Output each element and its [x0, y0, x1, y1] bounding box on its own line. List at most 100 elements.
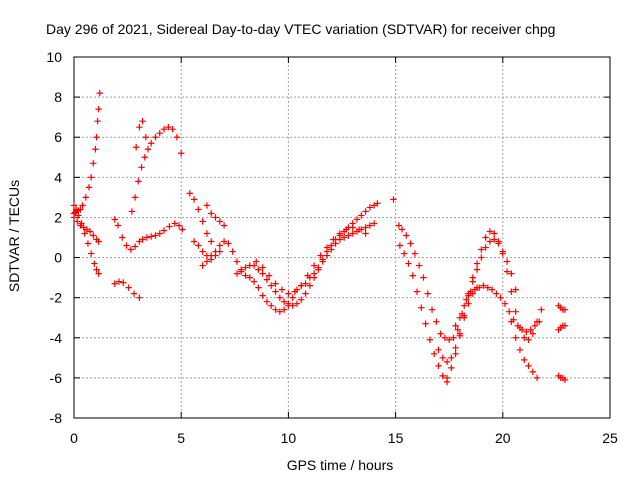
data-point	[497, 294, 504, 301]
data-point	[136, 294, 143, 301]
data-point	[203, 230, 211, 237]
data-point	[216, 242, 223, 249]
series-5	[111, 278, 143, 301]
y-tick-label: 6	[54, 129, 62, 145]
data-point	[82, 194, 89, 201]
data-point	[390, 196, 397, 203]
data-point	[443, 374, 451, 382]
data-point	[523, 328, 530, 335]
series-8	[186, 190, 215, 245]
data-point	[531, 322, 539, 329]
data-point	[242, 264, 249, 271]
data-point	[265, 272, 273, 279]
data-point	[95, 105, 102, 113]
plot-layer	[70, 89, 569, 386]
data-point	[250, 262, 258, 269]
series-17	[452, 236, 519, 329]
data-point	[358, 212, 365, 219]
data-point	[96, 89, 103, 97]
data-point	[115, 278, 123, 285]
data-point	[332, 240, 339, 247]
data-point	[250, 278, 258, 285]
data-point	[478, 254, 485, 261]
data-point	[298, 282, 305, 289]
series-11	[233, 220, 378, 309]
data-point	[465, 290, 472, 297]
data-point	[538, 306, 545, 313]
data-point	[527, 326, 534, 333]
data-point	[111, 280, 118, 287]
data-point	[437, 330, 444, 337]
data-point	[415, 262, 423, 269]
x-tick-label: 10	[281, 430, 297, 446]
data-point	[136, 238, 143, 245]
series-20	[555, 322, 569, 333]
series-13	[390, 196, 543, 343]
data-point	[418, 304, 425, 311]
data-point	[516, 324, 524, 331]
data-point	[130, 290, 138, 297]
data-point	[125, 284, 132, 291]
y-tick-label: -8	[50, 410, 63, 426]
data-point	[503, 258, 511, 265]
series-3	[70, 214, 102, 245]
data-point	[488, 286, 496, 293]
series-6	[128, 123, 185, 215]
series-22	[199, 248, 223, 269]
data-point	[420, 274, 427, 281]
data-point	[319, 258, 326, 265]
data-point	[147, 233, 155, 240]
data-point	[259, 270, 266, 277]
series-2	[70, 202, 102, 277]
data-point	[111, 216, 118, 223]
data-point	[400, 250, 408, 257]
x-tick-label: 5	[177, 430, 185, 446]
data-point	[473, 266, 481, 273]
data-point	[128, 208, 136, 215]
y-tick-label: 4	[54, 169, 62, 185]
data-point	[310, 262, 318, 269]
data-point	[280, 306, 288, 313]
x-axis-title: GPS time / hours	[287, 457, 394, 473]
data-point	[179, 226, 186, 233]
data-point	[448, 354, 455, 362]
data-point	[340, 234, 348, 241]
data-point	[525, 362, 532, 370]
data-point	[136, 123, 143, 131]
data-point	[448, 364, 455, 372]
series-16	[435, 284, 481, 366]
data-point	[87, 250, 95, 257]
data-point	[484, 284, 491, 291]
data-point	[355, 226, 363, 233]
data-point	[139, 117, 146, 125]
data-point	[165, 123, 172, 131]
data-point	[220, 222, 228, 229]
data-point	[439, 372, 446, 380]
data-point	[463, 296, 470, 303]
data-point	[92, 146, 99, 153]
data-point	[77, 222, 84, 229]
data-point	[212, 252, 219, 259]
data-point	[508, 270, 515, 277]
data-point	[516, 346, 524, 354]
data-point	[144, 146, 152, 153]
data-point	[132, 144, 140, 151]
data-point	[276, 294, 284, 301]
data-point	[353, 216, 361, 223]
data-point	[362, 230, 369, 237]
data-point	[93, 266, 100, 273]
data-point	[246, 274, 254, 281]
data-point	[199, 248, 206, 255]
data-point	[482, 234, 489, 241]
data-point	[561, 322, 569, 329]
data-point	[156, 130, 163, 137]
data-point	[465, 300, 472, 307]
data-point	[114, 222, 122, 229]
data-point	[315, 266, 322, 273]
data-point	[298, 296, 305, 303]
data-point	[452, 322, 459, 329]
y-tick-label: -6	[50, 370, 63, 386]
data-point	[70, 214, 78, 221]
data-point	[435, 346, 442, 354]
